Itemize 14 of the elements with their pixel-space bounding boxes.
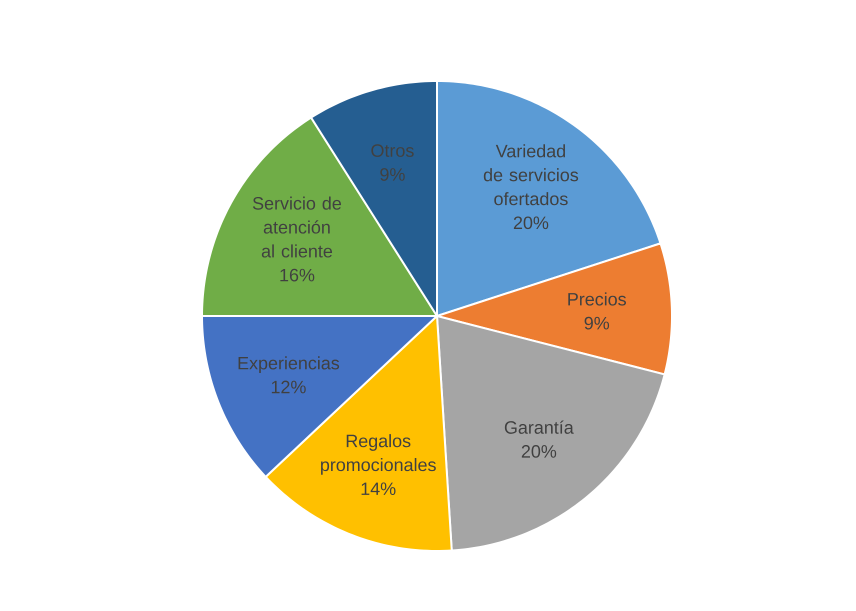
data-label: 12% [272,380,306,394]
slice-label: Experiencias [238,356,340,374]
slice-label: Otros [371,144,414,157]
data-label: 20% [514,216,548,230]
data-label: 14% [362,482,396,496]
slice-label: Precios [568,292,626,306]
data-label: 9% [584,316,610,330]
data-label: 20% [522,445,556,458]
data-label: 9% [380,168,405,181]
slice-label: Regalos promocionales [321,434,436,475]
slice-label: Servicio de atención al cliente [252,196,341,258]
slice-label: Variedad de servicios ofertados [484,144,578,206]
data-label: 16% [280,268,314,282]
slice-label: Garantía [504,420,574,434]
